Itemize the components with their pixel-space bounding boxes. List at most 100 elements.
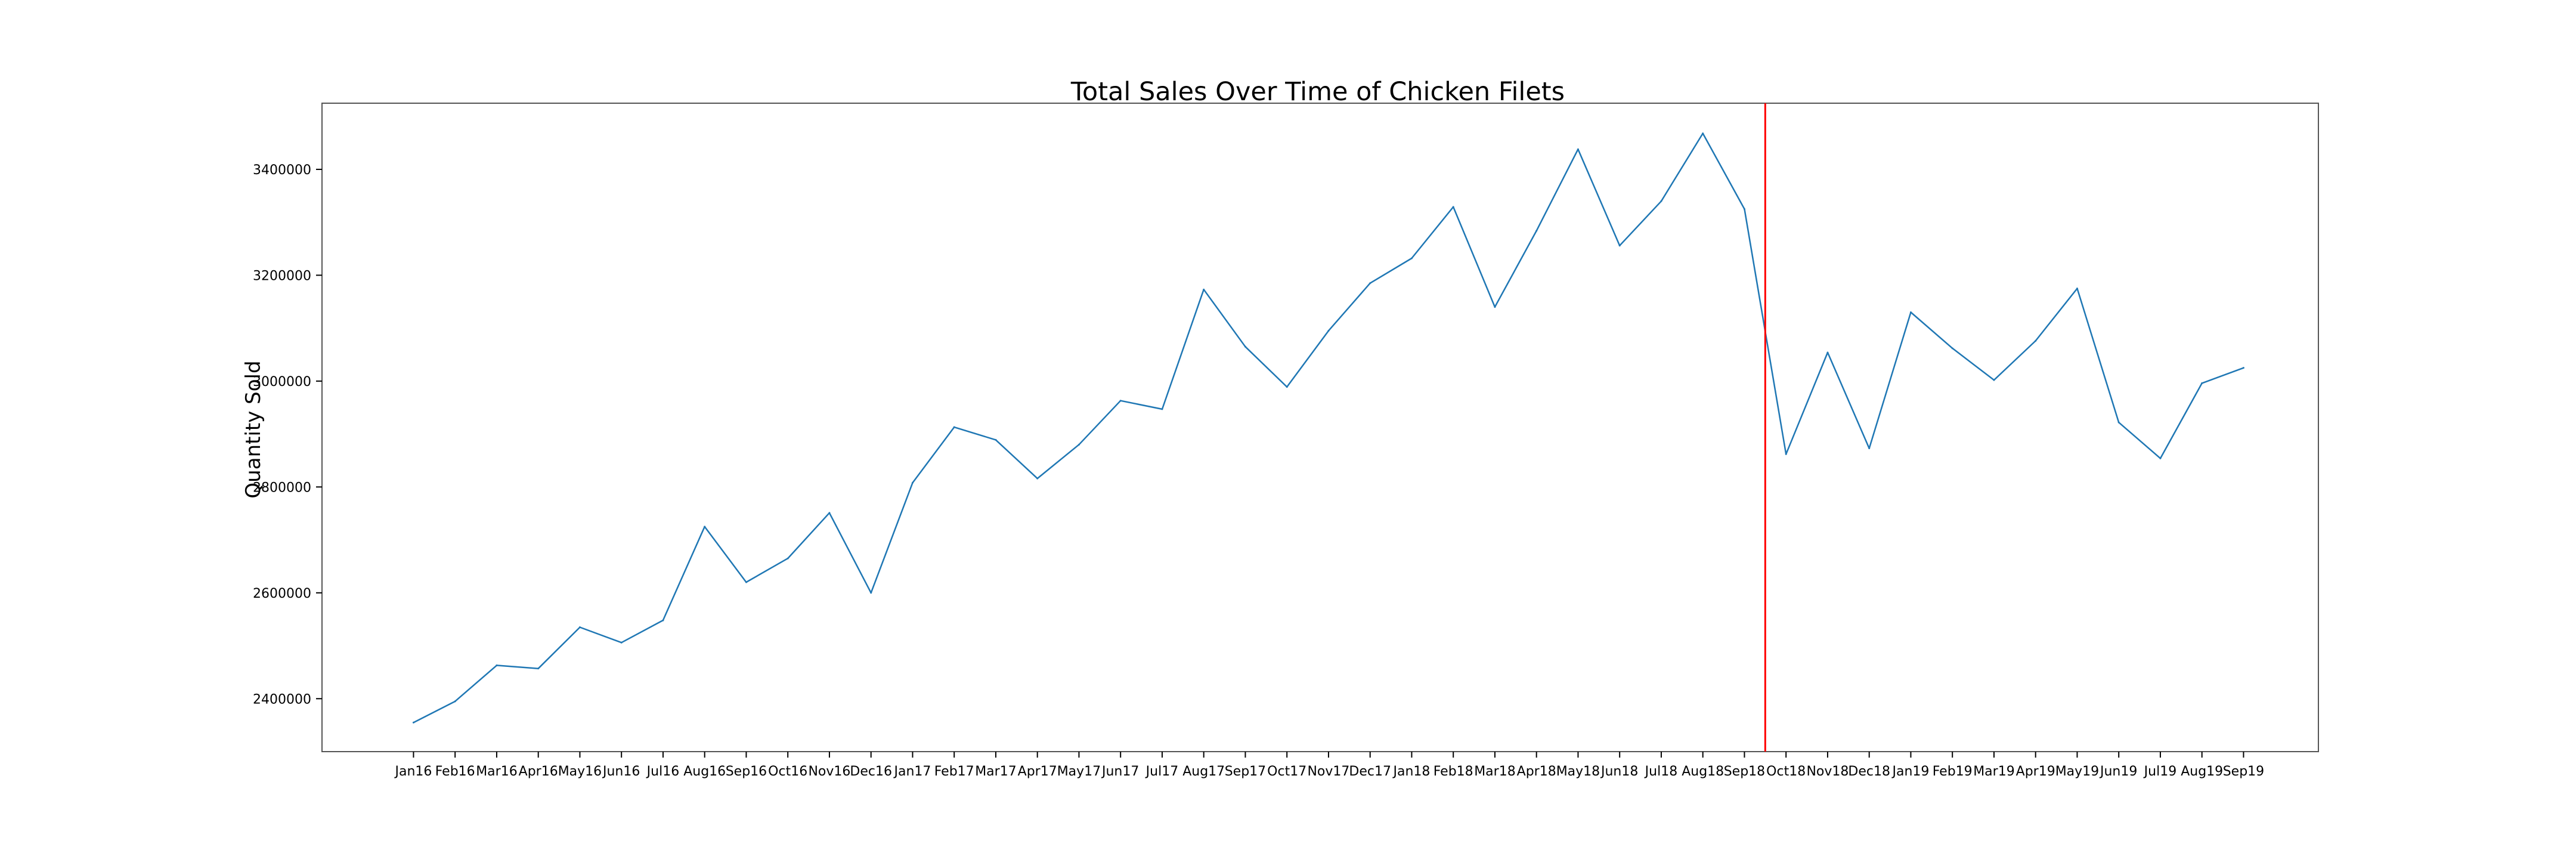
data-point xyxy=(1327,330,1330,332)
x-tick-label: Nov18 xyxy=(1806,764,1849,779)
data-point xyxy=(1119,400,1122,402)
x-tick-label: Oct17 xyxy=(1267,764,1306,779)
data-point xyxy=(787,557,789,560)
data-point xyxy=(745,581,747,583)
chart-title: Total Sales Over Time of Chicken Filets xyxy=(1070,77,1565,107)
data-point xyxy=(412,721,414,724)
x-tick-label: Feb18 xyxy=(1433,764,1473,779)
x-tick-label: Jun17 xyxy=(1101,764,1139,779)
data-point xyxy=(1494,306,1496,308)
data-point xyxy=(1660,200,1662,202)
x-tick-label: Mar19 xyxy=(1973,764,2015,779)
data-point xyxy=(1743,208,1745,210)
data-point xyxy=(1618,245,1621,247)
plot-area: 2400000 2600000 2800000 3000000 3200000 34000… xyxy=(253,103,2319,779)
data-point xyxy=(2159,457,2162,459)
x-tick-label: Apr18 xyxy=(1517,764,1556,779)
x-tick-label: Sep17 xyxy=(1225,764,1266,779)
x-tick-label: Jan19 xyxy=(1891,764,1929,779)
data-point xyxy=(1702,132,1704,135)
x-tick-label: May17 xyxy=(1057,764,1101,779)
x-tick-label: May18 xyxy=(1556,764,1600,779)
data-point xyxy=(1868,447,1871,450)
x-tick-label: Jun19 xyxy=(2099,764,2137,779)
data-point xyxy=(1993,379,1995,381)
x-tick-label: Feb16 xyxy=(435,764,475,779)
x-tick-label: Apr17 xyxy=(1018,764,1057,779)
data-point xyxy=(2201,382,2203,384)
data-point xyxy=(1161,408,1163,410)
x-tick-label: Sep19 xyxy=(2223,764,2264,779)
data-point xyxy=(870,592,872,594)
data-point xyxy=(995,438,997,441)
x-tick-label: Dec17 xyxy=(1349,764,1391,779)
data-point xyxy=(1078,443,1080,446)
data-point xyxy=(620,641,623,644)
x-tick-label: Aug18 xyxy=(1682,764,1724,779)
x-tick-label: Feb19 xyxy=(1933,764,1973,779)
x-tick-label: Mar17 xyxy=(975,764,1017,779)
x-tick-label: Oct18 xyxy=(1766,764,1806,779)
data-point xyxy=(1909,311,1912,314)
x-tick-label: May16 xyxy=(558,764,602,779)
y-tick-label: 2800000 xyxy=(253,480,311,495)
data-point xyxy=(953,426,955,428)
data-point xyxy=(1826,351,1829,354)
x-tick-label: Apr16 xyxy=(519,764,558,779)
data-point xyxy=(2117,421,2120,424)
x-tick-label: Nov17 xyxy=(1307,764,1349,779)
data-point xyxy=(1203,288,1205,291)
x-tick-label: Aug17 xyxy=(1182,764,1225,779)
x-tick-label: Sep16 xyxy=(726,764,767,779)
x-tick-label: Jan16 xyxy=(394,764,432,779)
data-point xyxy=(2035,339,2037,342)
data-point xyxy=(1951,347,1953,350)
y-tick-label: 3400000 xyxy=(253,163,311,178)
plot-frame xyxy=(321,103,2319,752)
data-point xyxy=(1286,386,1288,388)
series-layer xyxy=(412,132,2244,724)
data-point xyxy=(1244,345,1246,348)
data-point xyxy=(2242,367,2244,369)
data-point xyxy=(1577,148,1579,150)
x-tick-label: Aug19 xyxy=(2181,764,2223,779)
data-point xyxy=(662,619,664,622)
x-tick-label: Sep18 xyxy=(1724,764,1765,779)
data-point xyxy=(1036,477,1039,480)
data-point xyxy=(1535,230,1538,232)
y-axis-label: Quantity Sold xyxy=(242,360,265,498)
x-tick-label: Feb17 xyxy=(934,764,974,779)
x-tick-label: Apr19 xyxy=(2016,764,2055,779)
x-tick-label: Jan18 xyxy=(1392,764,1430,779)
x-tick-label: Jul16 xyxy=(646,764,680,779)
y-tick-label: 3000000 xyxy=(253,375,311,390)
x-tick-label: Dec16 xyxy=(850,764,892,779)
series-line xyxy=(413,132,2244,724)
data-point xyxy=(704,526,706,528)
data-point xyxy=(454,700,456,703)
data-point xyxy=(1369,282,1371,285)
data-point xyxy=(496,664,498,666)
x-tick-label: Nov16 xyxy=(808,764,850,779)
data-point xyxy=(1785,453,1787,455)
x-tick-label: Mar16 xyxy=(476,764,518,779)
data-point xyxy=(1452,206,1454,208)
x-tick-label: Jun16 xyxy=(602,764,640,779)
y-tick-label: 2400000 xyxy=(253,692,311,707)
data-point xyxy=(537,668,540,670)
x-tick-label: Aug16 xyxy=(683,764,726,779)
x-axis-ticks: Jan16 Feb16 Mar16 Apr16 May16 Jun16 Jul16 Aug16… xyxy=(394,752,2264,779)
data-point xyxy=(1410,257,1413,259)
x-tick-label: Jul18 xyxy=(1644,764,1678,779)
x-tick-label: May19 xyxy=(2055,764,2099,779)
y-tick-label: 3200000 xyxy=(253,268,311,283)
data-point xyxy=(2076,288,2078,290)
x-tick-label: Jul19 xyxy=(2143,764,2177,779)
x-tick-label: Dec18 xyxy=(1848,764,1890,779)
y-tick-label: 2600000 xyxy=(253,586,311,601)
x-tick-label: Jul17 xyxy=(1145,764,1179,779)
y-axis-ticks: 2400000 2600000 2800000 3000000 3200000 34000… xyxy=(253,163,322,707)
data-point xyxy=(578,626,581,628)
x-tick-label: Jun18 xyxy=(1600,764,1638,779)
